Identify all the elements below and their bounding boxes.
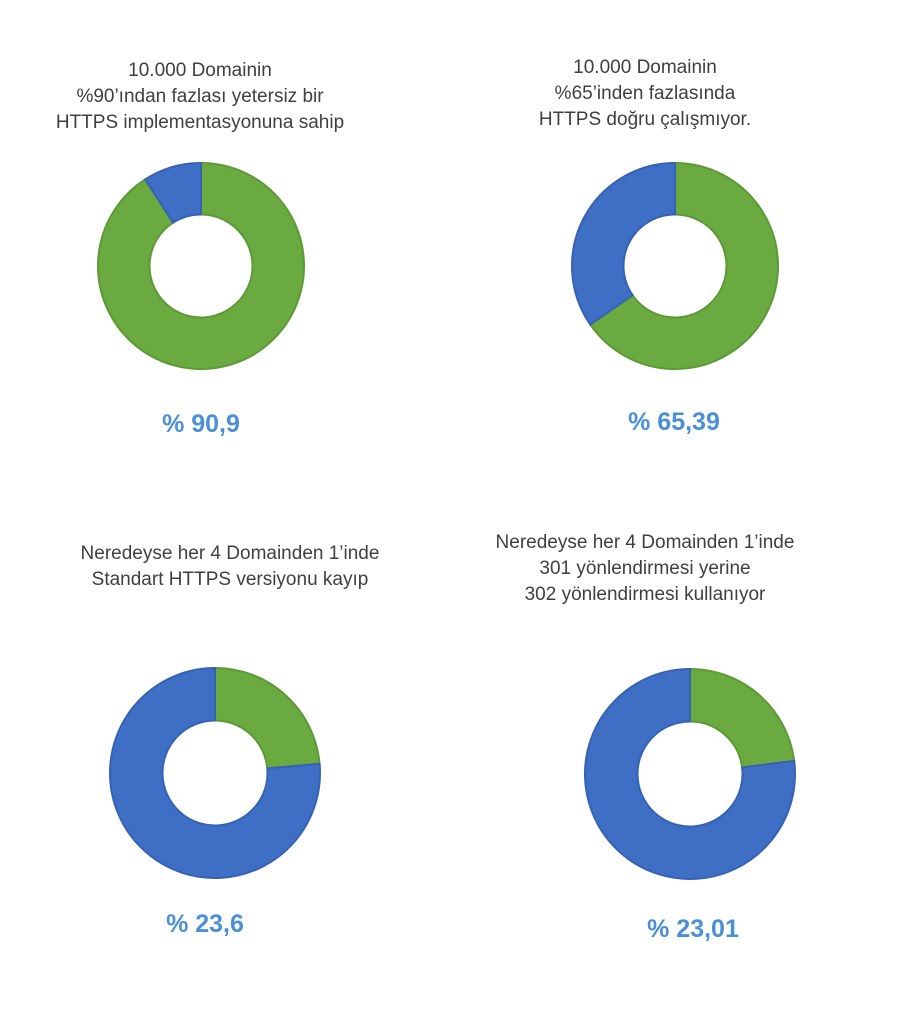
chart-title-line: 302 yönlendirmesi kullanıyor — [524, 584, 766, 605]
percentage-label: % 23,01 — [647, 915, 739, 943]
chart-title: 10.000 Domainin %90’ından fazlası yeters… — [40, 58, 360, 136]
chart-title-line: Neredeyse her 4 Domainden 1’inde — [80, 543, 380, 564]
donut-slice-blue — [143, 161, 202, 225]
donut-slice-green — [588, 161, 779, 370]
percentage-label: % 65,39 — [628, 408, 720, 436]
donut-slice-blue — [584, 667, 796, 880]
chart-title-line: Standart HTTPS versiyonu kayıp — [91, 569, 369, 590]
percentage-label: % 90,9 — [162, 410, 240, 438]
chart-title-line: 301 yönlendirmesi yerine — [539, 558, 751, 579]
chart-title-line: %65’inden fazlasında — [554, 83, 736, 104]
chart-title-line: 10.000 Domainin — [128, 60, 272, 81]
chart-title: Neredeyse her 4 Domainden 1’inde 301 yön… — [465, 530, 825, 608]
donut-chart — [584, 667, 796, 880]
donut-chart — [97, 161, 305, 370]
chart-title-line: %90’ından fazlası yetersiz bir — [76, 86, 324, 107]
donut-chart — [109, 666, 321, 879]
chart-title-line: HTTPS doğru çalışmıyor. — [538, 109, 752, 130]
donut-slice-green — [689, 667, 796, 769]
chart-title-line: Neredeyse her 4 Domainden 1’inde — [495, 532, 795, 553]
donut-chart — [571, 161, 779, 370]
percentage-label: % 23,6 — [166, 910, 244, 938]
donut-slice-blue — [571, 161, 676, 326]
chart-title-line: HTTPS implementasyonuna sahip — [55, 112, 345, 133]
chart-title: 10.000 Domainin %65’inden fazlasında HTT… — [465, 55, 825, 133]
chart-title-line: 10.000 Domainin — [573, 57, 717, 78]
chart-title: Neredeyse her 4 Domainden 1’inde Standar… — [20, 541, 440, 593]
donut-slice-green — [97, 161, 305, 370]
donut-slice-blue — [109, 666, 321, 879]
donut-slice-green — [214, 666, 321, 770]
